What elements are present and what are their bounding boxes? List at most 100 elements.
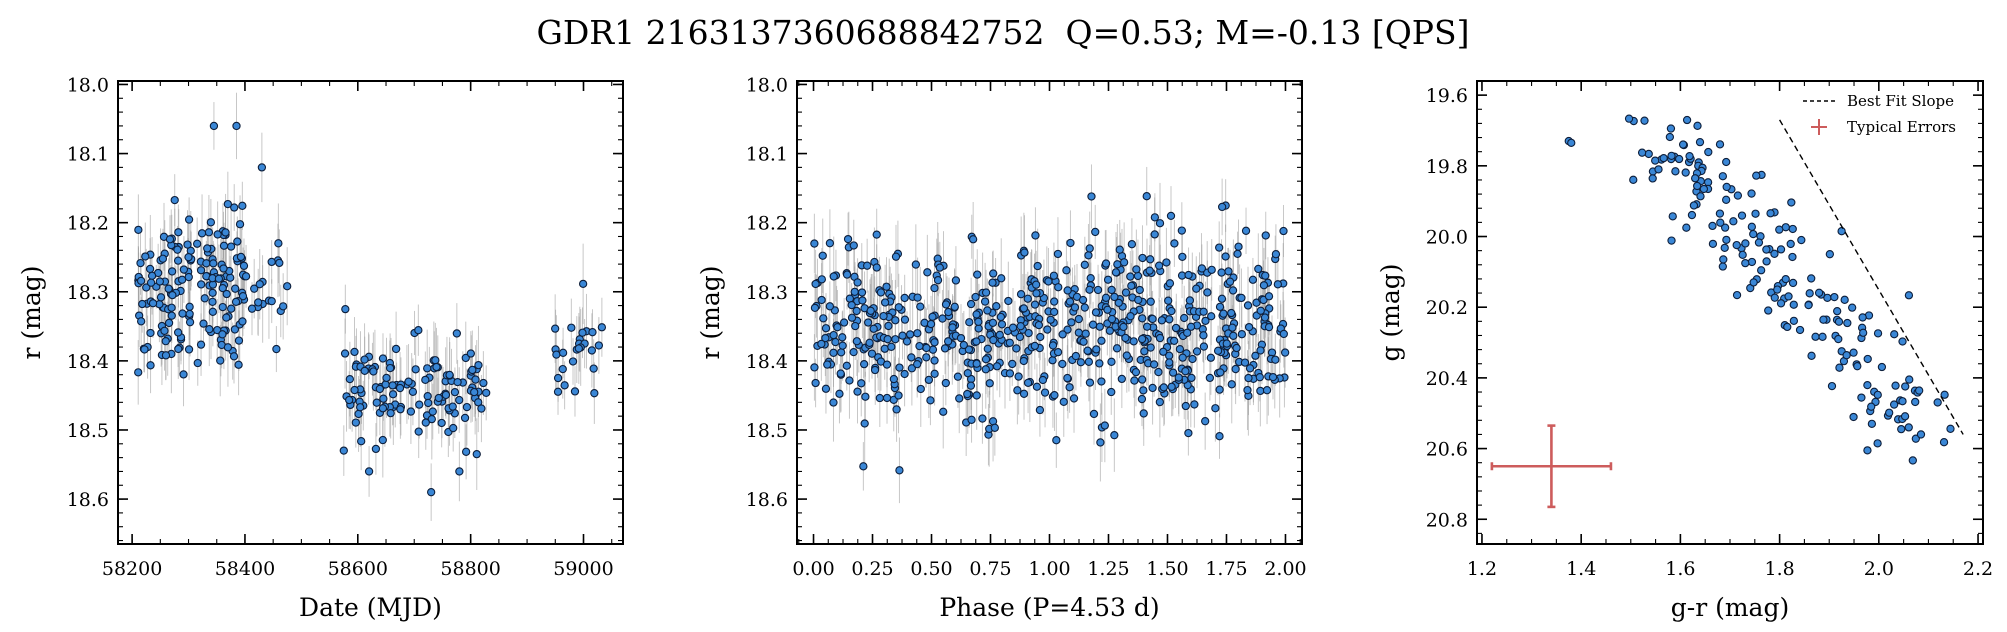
data-point (1139, 386, 1148, 395)
data-point (1177, 226, 1186, 235)
data-point (437, 418, 446, 428)
data-point (821, 333, 830, 343)
data-point (1165, 358, 1174, 367)
data-point (829, 272, 838, 281)
data-point (1940, 390, 1949, 399)
data-point (214, 274, 224, 283)
data-point (1126, 312, 1135, 321)
data-point (1241, 226, 1251, 235)
data-point (1063, 373, 1072, 383)
data-point (1063, 325, 1072, 334)
data-point (461, 353, 470, 363)
data-point (449, 423, 458, 433)
data-point (1137, 334, 1147, 344)
data-point (1016, 290, 1026, 299)
data-point (1119, 322, 1128, 332)
data-point (1891, 381, 1900, 390)
data-point (853, 387, 862, 396)
data-point (892, 405, 901, 414)
data-point (395, 383, 405, 393)
data-point (1211, 404, 1220, 413)
data-point (930, 369, 939, 378)
data-point (441, 390, 451, 400)
data-point (1150, 230, 1159, 239)
data-point (597, 323, 607, 332)
data-point (1199, 342, 1209, 351)
data-point (829, 348, 838, 357)
data-point (1100, 421, 1109, 430)
data-point (852, 337, 862, 346)
data-point (902, 337, 912, 346)
data-point (1032, 382, 1042, 391)
data-point (926, 396, 935, 405)
data-point (1036, 332, 1045, 342)
data-point (1187, 373, 1196, 383)
data-point (229, 352, 239, 361)
data-point (983, 306, 992, 315)
data-point (1773, 285, 1782, 294)
data-point (1012, 344, 1021, 353)
data-point (1256, 306, 1265, 315)
data-point (1716, 218, 1725, 227)
data-point (1157, 316, 1166, 325)
data-point (160, 326, 169, 335)
data-point (1076, 358, 1086, 367)
data-point (1678, 140, 1688, 149)
phase-panel: 0.00 0.25 0.50 0.75 1.00 1.25 1.50 1.75 2.00 18.0… (696, 74, 1307, 622)
data-point (1787, 198, 1796, 207)
data-point (1019, 304, 1029, 313)
data-point (1681, 168, 1690, 177)
data-point (434, 393, 443, 403)
data-point (1059, 397, 1068, 407)
data-point (1035, 405, 1045, 415)
data-point (345, 395, 354, 405)
data-point (1146, 255, 1155, 264)
x-tick-label: 0.25 (851, 558, 893, 580)
data-point (236, 252, 246, 262)
data-point (1206, 353, 1216, 362)
data-point (218, 302, 227, 312)
data-point (1215, 385, 1224, 394)
data-point (206, 218, 216, 227)
data-point (1107, 357, 1116, 366)
data-point (1256, 346, 1265, 355)
data-point (1268, 372, 1278, 382)
data-point (1181, 367, 1190, 376)
data-point (831, 337, 840, 347)
data-point (1687, 210, 1697, 220)
data-point (360, 366, 369, 376)
data-point (1885, 408, 1894, 417)
data-point (1770, 249, 1779, 258)
data-point (1150, 213, 1160, 222)
data-point (907, 364, 917, 373)
data-point (1897, 424, 1906, 434)
data-point (1113, 260, 1122, 269)
data-point (1747, 189, 1756, 198)
data-point (1138, 253, 1147, 263)
data-point (218, 283, 227, 293)
data-point (1689, 201, 1699, 210)
data-point (1032, 289, 1041, 298)
data-point (448, 402, 457, 411)
data-point (1087, 192, 1096, 201)
data-point (1137, 394, 1147, 404)
data-point (1640, 116, 1649, 125)
data-point (255, 280, 264, 289)
y-tick-label: 18.5 (67, 420, 109, 442)
data-point (1668, 212, 1677, 221)
data-point (385, 363, 395, 373)
data-point (167, 267, 177, 276)
data-point (1024, 328, 1033, 338)
data-point (1031, 280, 1041, 289)
data-point (1074, 328, 1083, 337)
data-point (1085, 244, 1094, 253)
data-point (1049, 271, 1059, 280)
data-point (414, 326, 423, 335)
data-point (197, 280, 206, 289)
data-point (875, 393, 884, 403)
data-point (170, 195, 179, 205)
x-tick-label: 58600 (328, 558, 388, 580)
data-point (924, 375, 934, 385)
figure-title: GDR1 2163137360688842752 Q=0.53; M=-0.13… (536, 13, 1469, 52)
data-point (1030, 300, 1040, 309)
